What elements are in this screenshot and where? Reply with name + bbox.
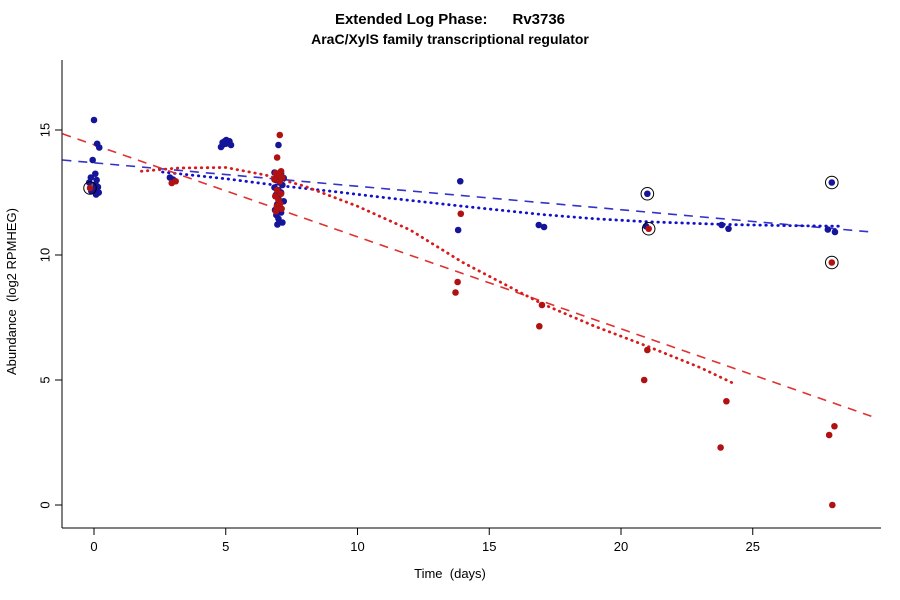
circled-point-marker (640, 186, 655, 201)
red-series-point (276, 177, 284, 185)
red-series-point (271, 176, 278, 183)
red-series-point (831, 422, 838, 430)
blue-series-point (279, 219, 286, 226)
red-series-point (272, 207, 280, 215)
red-series-point (276, 131, 284, 139)
blue-smooth-dotted-trend-line (161, 170, 844, 228)
red-series-point (273, 154, 281, 161)
red-series-point (168, 179, 176, 187)
chart-title: Extended Log Phase: Rv3736 (334, 11, 566, 28)
red-series-point (640, 376, 648, 384)
red-series-point (536, 322, 543, 330)
red-series-point (717, 444, 724, 451)
red-series-point (457, 210, 465, 218)
blue-series-point (92, 191, 100, 198)
blue-series-point (274, 221, 281, 228)
red-series-point (829, 501, 836, 509)
red-series-point (454, 278, 461, 286)
blue-series-point (540, 223, 548, 231)
red-series-point (723, 397, 730, 405)
circled-point-marker (825, 255, 839, 270)
blue-series-point (87, 174, 95, 181)
blue-series-point (535, 221, 543, 229)
blue-series-point (95, 144, 103, 151)
red-smooth-dotted-trend-line (140, 166, 736, 386)
x-axis-label: Time (days) (414, 566, 486, 581)
y-tick-label: 5 (38, 376, 53, 383)
red-series-point (645, 225, 652, 233)
blue-series-point (454, 226, 462, 234)
red-series-point (644, 346, 651, 354)
blue-series-point (89, 156, 96, 164)
blue-series-point (456, 177, 464, 185)
blue-series-point (90, 116, 98, 124)
chart-subtitle: AraC/XylS family transcriptional regulat… (311, 31, 589, 47)
blue-series-point (92, 170, 99, 178)
red-series-point (278, 205, 285, 213)
blue-series-point (828, 179, 836, 186)
red-series-point (452, 289, 459, 296)
blue-series-point (219, 139, 226, 146)
circled-point-marker (825, 175, 839, 190)
blue-linear-dashed-trend-line (62, 159, 872, 233)
x-tick-label: 5 (222, 539, 229, 554)
blue-series-point (227, 141, 235, 149)
y-tick-label: 10 (38, 248, 53, 262)
x-tick-label: 0 (90, 539, 97, 554)
circled-point-marker (83, 181, 97, 195)
blue-series-point (85, 179, 93, 186)
red-linear-dashed-trend-line (62, 132, 872, 418)
red-series-point (825, 431, 833, 439)
x-tick-label: 15 (482, 539, 496, 554)
blue-series-point (644, 190, 651, 198)
circled-point-marker (641, 221, 656, 236)
x-tick-label: 10 (350, 539, 364, 554)
blue-series-point (725, 225, 732, 233)
red-series-point (86, 184, 94, 192)
blue-series-point (831, 228, 839, 236)
y-tick-label: 15 (38, 123, 53, 137)
x-tick-label: 25 (746, 539, 760, 554)
y-tick-label: 0 (38, 501, 53, 508)
x-tick-label: 20 (614, 539, 628, 554)
red-series-point (277, 190, 285, 198)
blue-series-point (824, 226, 832, 233)
red-series-point (538, 301, 546, 309)
blue-series-point (718, 221, 725, 229)
blue-series-point (275, 141, 282, 149)
red-series-point (828, 259, 836, 266)
